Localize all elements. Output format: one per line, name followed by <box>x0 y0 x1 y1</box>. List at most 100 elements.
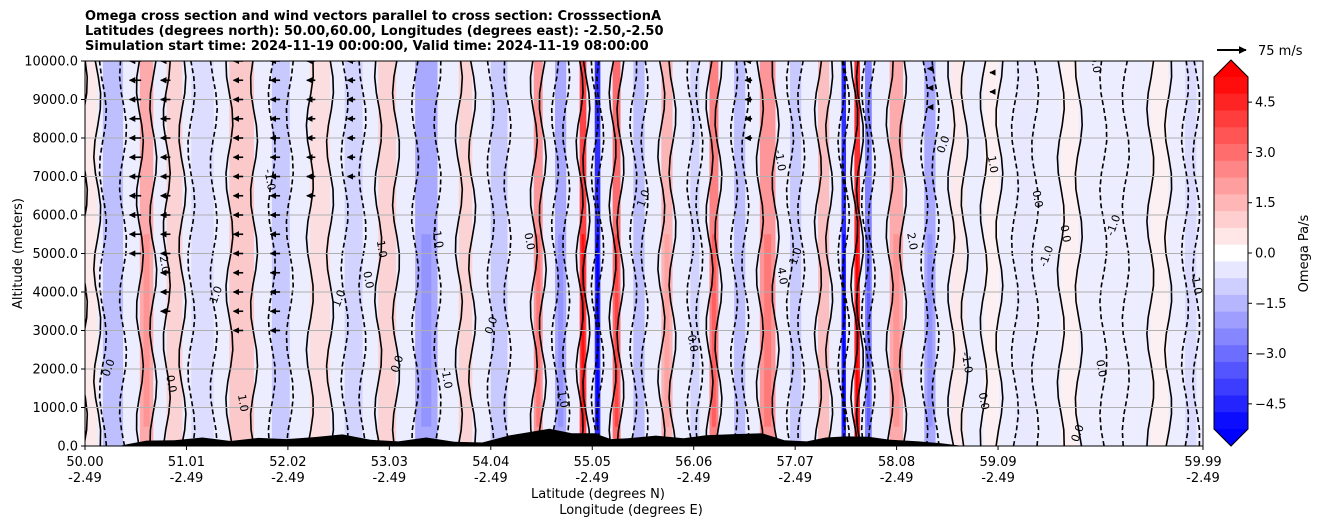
x-tick-label-lon: -2.49 <box>677 471 711 486</box>
y-tick-label: 7000.0 <box>33 170 79 185</box>
terrain-profile <box>118 428 964 446</box>
colorbar-extend-min <box>1214 429 1248 446</box>
contour-label: 4.0 <box>774 266 790 285</box>
contour-label: 1.0 <box>330 288 348 309</box>
x-axis-label-latitude: Latitude (degrees N) <box>531 487 665 502</box>
y-tick-label: 9000.0 <box>33 93 79 108</box>
title-line-3: Simulation start time: 2024-11-19 00:00:… <box>85 39 649 54</box>
title-line-1: Omega cross section and wind vectors par… <box>85 9 662 24</box>
colorbar-outline <box>1213 59 1249 447</box>
colorbar-tick-label: 4.5 <box>1255 96 1276 111</box>
x-tick-label-lat: 55.05 <box>574 455 611 470</box>
colorbar-segment <box>1214 244 1248 262</box>
colorbar-segment <box>1214 144 1248 162</box>
contour-label: 1.0 <box>787 246 805 267</box>
x-tick-label-lon: -2.49 <box>373 471 407 486</box>
contour-label: -1.0 <box>1188 272 1205 295</box>
x-axis: 50.00-2.4951.01-2.4952.02-2.4953.03-2.49… <box>66 446 1222 486</box>
x-tick-label-lon: -2.49 <box>271 471 305 486</box>
y-tick-label: 6000.0 <box>33 209 79 224</box>
colorbar-segment <box>1214 227 1248 246</box>
x-tick-label-lat: 57.07 <box>777 455 814 470</box>
contour-label: 2.0 <box>157 255 173 274</box>
contour-label: -1.0 <box>438 366 455 389</box>
x-tick-label-lat: 53.03 <box>371 455 408 470</box>
colorbar-segment <box>1214 395 1248 413</box>
colorbar-tick-label: 3.0 <box>1255 146 1276 161</box>
contour-label: 1.0 <box>207 284 225 305</box>
chart-title: Omega cross section and wind vectors par… <box>85 9 664 54</box>
contour-label: 0.0 <box>1069 423 1087 444</box>
x-tick-label-lat: 56.06 <box>675 455 712 470</box>
colorbar-tick-label: −4.5 <box>1255 397 1287 412</box>
y-tick-label: 4000.0 <box>33 286 79 301</box>
contour-label: 1.0 <box>985 155 1001 174</box>
colorbar-segment <box>1214 127 1248 145</box>
title-line-2: Latitudes (degrees north): 50.00,60.00, … <box>85 24 664 39</box>
contour-label: 0.0 <box>1088 54 1104 73</box>
wind-vector-layer <box>128 61 996 334</box>
quiver-key: 75 m/s <box>1217 44 1303 59</box>
contour-label-layer: 0.02.00.01.01.0-1.01.00.01.00.0-1.0-1.00… <box>99 54 1205 444</box>
x-tick-label-lat: 58.08 <box>878 455 915 470</box>
y-tick-label: 3000.0 <box>33 324 79 339</box>
contour-label: 1.0 <box>555 389 571 408</box>
contour-label: 0.0 <box>360 270 376 289</box>
y-tick-label: 10000.0 <box>24 55 78 70</box>
colorbar-segment <box>1214 194 1248 212</box>
contour-label: 0.0 <box>388 354 406 375</box>
contour-label: 1.0 <box>634 188 652 209</box>
x-axis-label-longitude: Longitude (degrees E) <box>559 503 703 518</box>
x-tick-label-lat: 50.00 <box>66 455 103 470</box>
y-axis: 0.0 1000.0 2000.0 3000.0 4000.0 5000.0 6000.0 7… <box>24 55 85 455</box>
contour-label: -1.0 <box>429 226 446 249</box>
x-tick-label-lat: 59.09 <box>979 455 1016 470</box>
colorbar-segment <box>1214 311 1248 329</box>
contour-label: 2.0 <box>904 232 920 251</box>
y-tick-label: 2000.0 <box>33 363 79 378</box>
contour-label: 0.0 <box>685 334 701 353</box>
x-tick-label-lat: 54.04 <box>472 455 509 470</box>
x-tick-label-lon: -2.49 <box>170 471 204 486</box>
contour-label: 0.0 <box>1093 359 1109 378</box>
x-tick-label-lon: -2.49 <box>68 471 102 486</box>
contour-label: -1.0 <box>959 351 976 374</box>
colorbar-segment <box>1214 378 1248 396</box>
contour-label: 0.0 <box>934 134 952 155</box>
contour-label: 0.0 <box>163 374 179 393</box>
x-tick-label-lat: 52.02 <box>269 455 306 470</box>
x-tick-label-lon: -2.49 <box>981 471 1015 486</box>
x-tick-label-lon: -2.49 <box>474 471 508 486</box>
y-tick-label: 1000.0 <box>33 401 79 416</box>
colorbar-segment <box>1214 93 1248 112</box>
colorbar-label: Omega Pa/s <box>1297 214 1312 292</box>
contour-label: 1.0 <box>374 239 390 258</box>
contour-label: -1.0 <box>261 168 278 191</box>
colorbar-tick-label: −1.5 <box>1255 297 1287 312</box>
colorbar-segment <box>1214 77 1248 95</box>
colorbar-segment <box>1214 294 1248 313</box>
colorbar-tick-label: −3.0 <box>1255 347 1287 362</box>
y-tick-label: 8000.0 <box>33 132 79 147</box>
contour-label: 0.0 <box>1058 224 1074 243</box>
x-tick-label-lon: -2.49 <box>778 471 812 486</box>
contour-label: 0.0 <box>976 391 992 410</box>
x-tick-label-lon: -2.49 <box>880 471 914 486</box>
contour-label: 0.0 <box>521 232 537 251</box>
x-tick-label-lat: 51.01 <box>168 455 205 470</box>
y-tick-label: 0.0 <box>57 440 78 455</box>
terrain-layer <box>118 428 964 446</box>
colorbar-tick-label: 0.0 <box>1255 247 1276 262</box>
colorbar-tick-label: 1.5 <box>1255 196 1276 211</box>
colorbar-segment <box>1214 361 1248 380</box>
colorbar-segment <box>1214 328 1248 346</box>
y-axis-label: Altitude (meters) <box>11 198 26 309</box>
contour-label: 0.0 <box>482 315 500 336</box>
colorbar-segment <box>1214 412 1248 430</box>
colorbar-segment <box>1214 110 1248 128</box>
colorbar-segment <box>1214 160 1248 179</box>
contour-label: 0.0 <box>1030 189 1046 208</box>
contour-label: 1.0 <box>235 393 251 412</box>
gridlines <box>85 61 1203 446</box>
